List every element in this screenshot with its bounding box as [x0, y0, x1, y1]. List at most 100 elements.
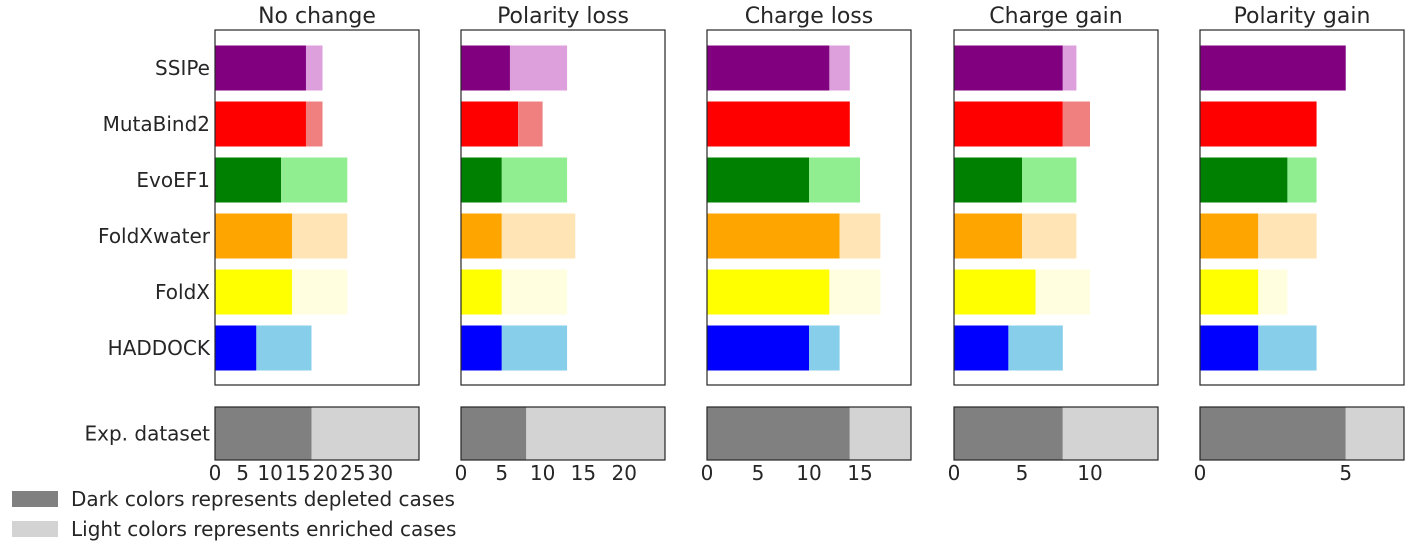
dataset-bar-enriched [1062, 407, 1158, 460]
panel-frame [706, 29, 912, 386]
bar-depleted [461, 45, 510, 91]
y-tick-label: MutaBind2 [103, 112, 210, 136]
bar-enriched [1287, 157, 1317, 203]
bar-depleted [461, 213, 502, 259]
bar-enriched [1258, 213, 1317, 259]
x-tick-label: 10 [796, 461, 821, 485]
dataset-row-label: Exp. dataset [85, 422, 211, 446]
y-tick-label: EvoEF1 [136, 168, 210, 192]
bar-depleted [707, 213, 840, 259]
x-tick-label: 30 [368, 461, 393, 485]
x-tick-label: 5 [752, 461, 765, 485]
bar-depleted [461, 157, 502, 203]
bar-enriched [1022, 157, 1077, 203]
x-tick-label: 5 [1339, 461, 1352, 485]
bar-depleted [461, 269, 502, 315]
bar-enriched [829, 269, 881, 315]
dataset-frame [706, 406, 912, 461]
panel-frame [953, 29, 1159, 386]
x-tick-label: 10 [257, 461, 282, 485]
bar-enriched [1022, 213, 1077, 259]
bar-depleted [954, 45, 1063, 91]
dataset-bar-enriched [849, 407, 911, 460]
dataset-frame [1199, 406, 1405, 461]
panel-title: No change [258, 4, 376, 29]
bar-enriched [281, 157, 348, 203]
bar-enriched [501, 213, 576, 259]
bar-depleted [215, 213, 293, 259]
y-tick-label: FoldXwater [98, 224, 211, 248]
dataset-bar-depleted [215, 407, 312, 460]
bar-enriched [292, 269, 348, 315]
bar-enriched [292, 213, 348, 259]
bar-depleted [954, 157, 1022, 203]
x-tick-label: 10 [1077, 461, 1102, 485]
x-tick-label: 15 [847, 461, 872, 485]
x-tick-label: 5 [236, 461, 249, 485]
bar-depleted [954, 269, 1036, 315]
bar-enriched [809, 157, 860, 203]
x-tick-label: 5 [495, 461, 508, 485]
x-tick-label: 25 [340, 461, 365, 485]
legend-swatch [12, 491, 58, 507]
x-tick-label: 20 [313, 461, 338, 485]
bar-enriched [518, 101, 543, 147]
bar-depleted [1200, 157, 1288, 203]
bar-depleted [215, 269, 293, 315]
x-tick-label: 10 [530, 461, 555, 485]
bar-depleted [461, 101, 519, 147]
bar-depleted [954, 325, 1009, 371]
bar-depleted [1200, 213, 1259, 259]
bar-depleted [1200, 45, 1346, 91]
dataset-bar-enriched [526, 407, 665, 460]
bar-enriched [1258, 325, 1317, 371]
x-tick-label: 20 [611, 461, 636, 485]
bar-depleted [1200, 325, 1259, 371]
bar-depleted [954, 101, 1063, 147]
x-tick-label: 0 [701, 461, 714, 485]
panel-title: Charge gain [989, 4, 1122, 29]
bar-enriched [501, 157, 568, 203]
legend-swatch [12, 521, 58, 537]
bar-enriched [305, 101, 323, 147]
dataset-bar-depleted [1200, 407, 1346, 460]
dataset-bar-enriched [1345, 407, 1404, 460]
bar-enriched [305, 45, 323, 91]
bar-depleted [707, 101, 850, 147]
bar-depleted [1200, 269, 1259, 315]
bar-enriched [256, 325, 312, 371]
y-tick-label: HADDOCK [108, 336, 211, 360]
bar-enriched [809, 325, 840, 371]
bar-enriched [1062, 45, 1077, 91]
bar-enriched [1008, 325, 1063, 371]
panel-title: Polarity loss [497, 4, 629, 29]
panel-title: Charge loss [745, 4, 873, 29]
dataset-bar-depleted [954, 407, 1063, 460]
bar-enriched [1258, 269, 1288, 315]
bar-depleted [215, 101, 306, 147]
bar-depleted [215, 325, 257, 371]
bar-enriched [839, 213, 881, 259]
x-tick-label: 0 [948, 461, 961, 485]
dataset-frame [460, 406, 666, 461]
bar-depleted [707, 325, 809, 371]
bar-enriched [829, 45, 850, 91]
bar-depleted [707, 45, 830, 91]
bar-depleted [707, 157, 809, 203]
bar-depleted [954, 213, 1022, 259]
legend-label: Light colors represents enriched cases [71, 517, 456, 541]
bar-enriched [1062, 101, 1090, 147]
x-tick-label: 15 [571, 461, 596, 485]
bar-enriched [501, 325, 568, 371]
x-tick-label: 0 [1194, 461, 1207, 485]
bar-depleted [215, 157, 282, 203]
panel-title: Polarity gain [1234, 4, 1371, 29]
bar-depleted [1200, 101, 1317, 147]
bar-depleted [461, 325, 502, 371]
dataset-bar-depleted [461, 407, 527, 460]
x-tick-label: 15 [285, 461, 310, 485]
dataset-bar-enriched [311, 407, 419, 460]
panel-frame [460, 29, 666, 386]
x-tick-label: 0 [209, 461, 222, 485]
